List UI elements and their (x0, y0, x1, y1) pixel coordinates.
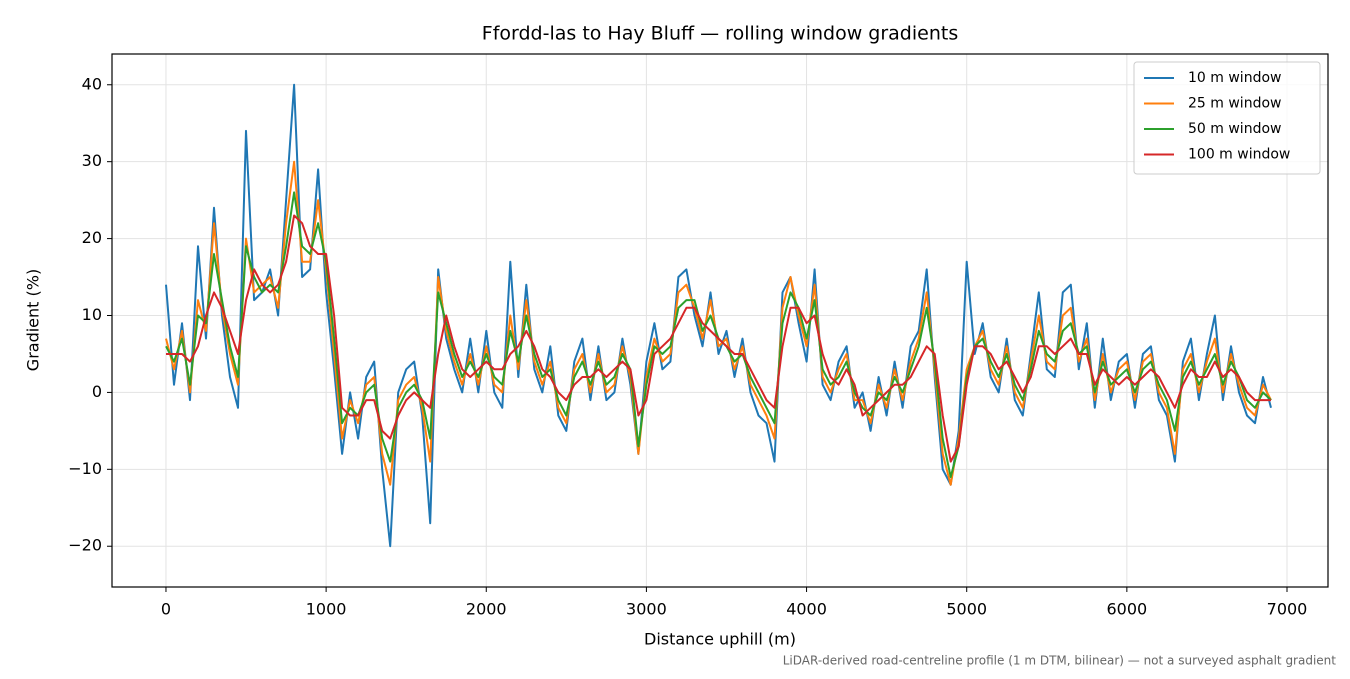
plot-frame (111, 53, 1329, 588)
x-tick-label: 0 (161, 600, 171, 619)
legend-label: 10 m window (1188, 70, 1281, 86)
series-line (165, 160, 1272, 486)
x-tick-label: 3000 (626, 600, 667, 619)
legend-label: 25 m window (1188, 96, 1281, 112)
y-tick-label: 30 (82, 151, 102, 170)
legend: 10 m window 25 m window 50 m window 100 m w… (1133, 61, 1321, 175)
chart-title: Ffordd-las to Hay Bluff — rolling window… (482, 23, 958, 45)
y-tick-label: −10 (68, 459, 102, 478)
legend-box (1133, 61, 1321, 175)
x-tick-label: 5000 (946, 600, 987, 619)
x-tick-label: 6000 (1106, 600, 1147, 619)
y-tick-label: −20 (68, 536, 102, 555)
legend-label: 50 m window (1188, 121, 1281, 137)
y-tick-label: 20 (82, 228, 102, 247)
series-line (166, 214, 1271, 463)
x-tick-label: 4000 (786, 600, 827, 619)
y-tick-label: 0 (92, 382, 102, 401)
x-tick-label: 7000 (1267, 600, 1308, 619)
legend-label: 100 m window (1188, 147, 1290, 163)
x-axis-label: Distance uphill (m) (644, 630, 796, 649)
y-tick-label: 40 (82, 74, 102, 93)
footnote: LiDAR-derived road-centreline profile (1… (783, 654, 1337, 668)
x-tick-label: 2000 (466, 600, 507, 619)
series-line (165, 83, 1272, 548)
x-tick-label: 1000 (306, 600, 347, 619)
y-axis-label: Gradient (%) (24, 269, 43, 371)
y-tick-label: 10 (82, 305, 102, 324)
